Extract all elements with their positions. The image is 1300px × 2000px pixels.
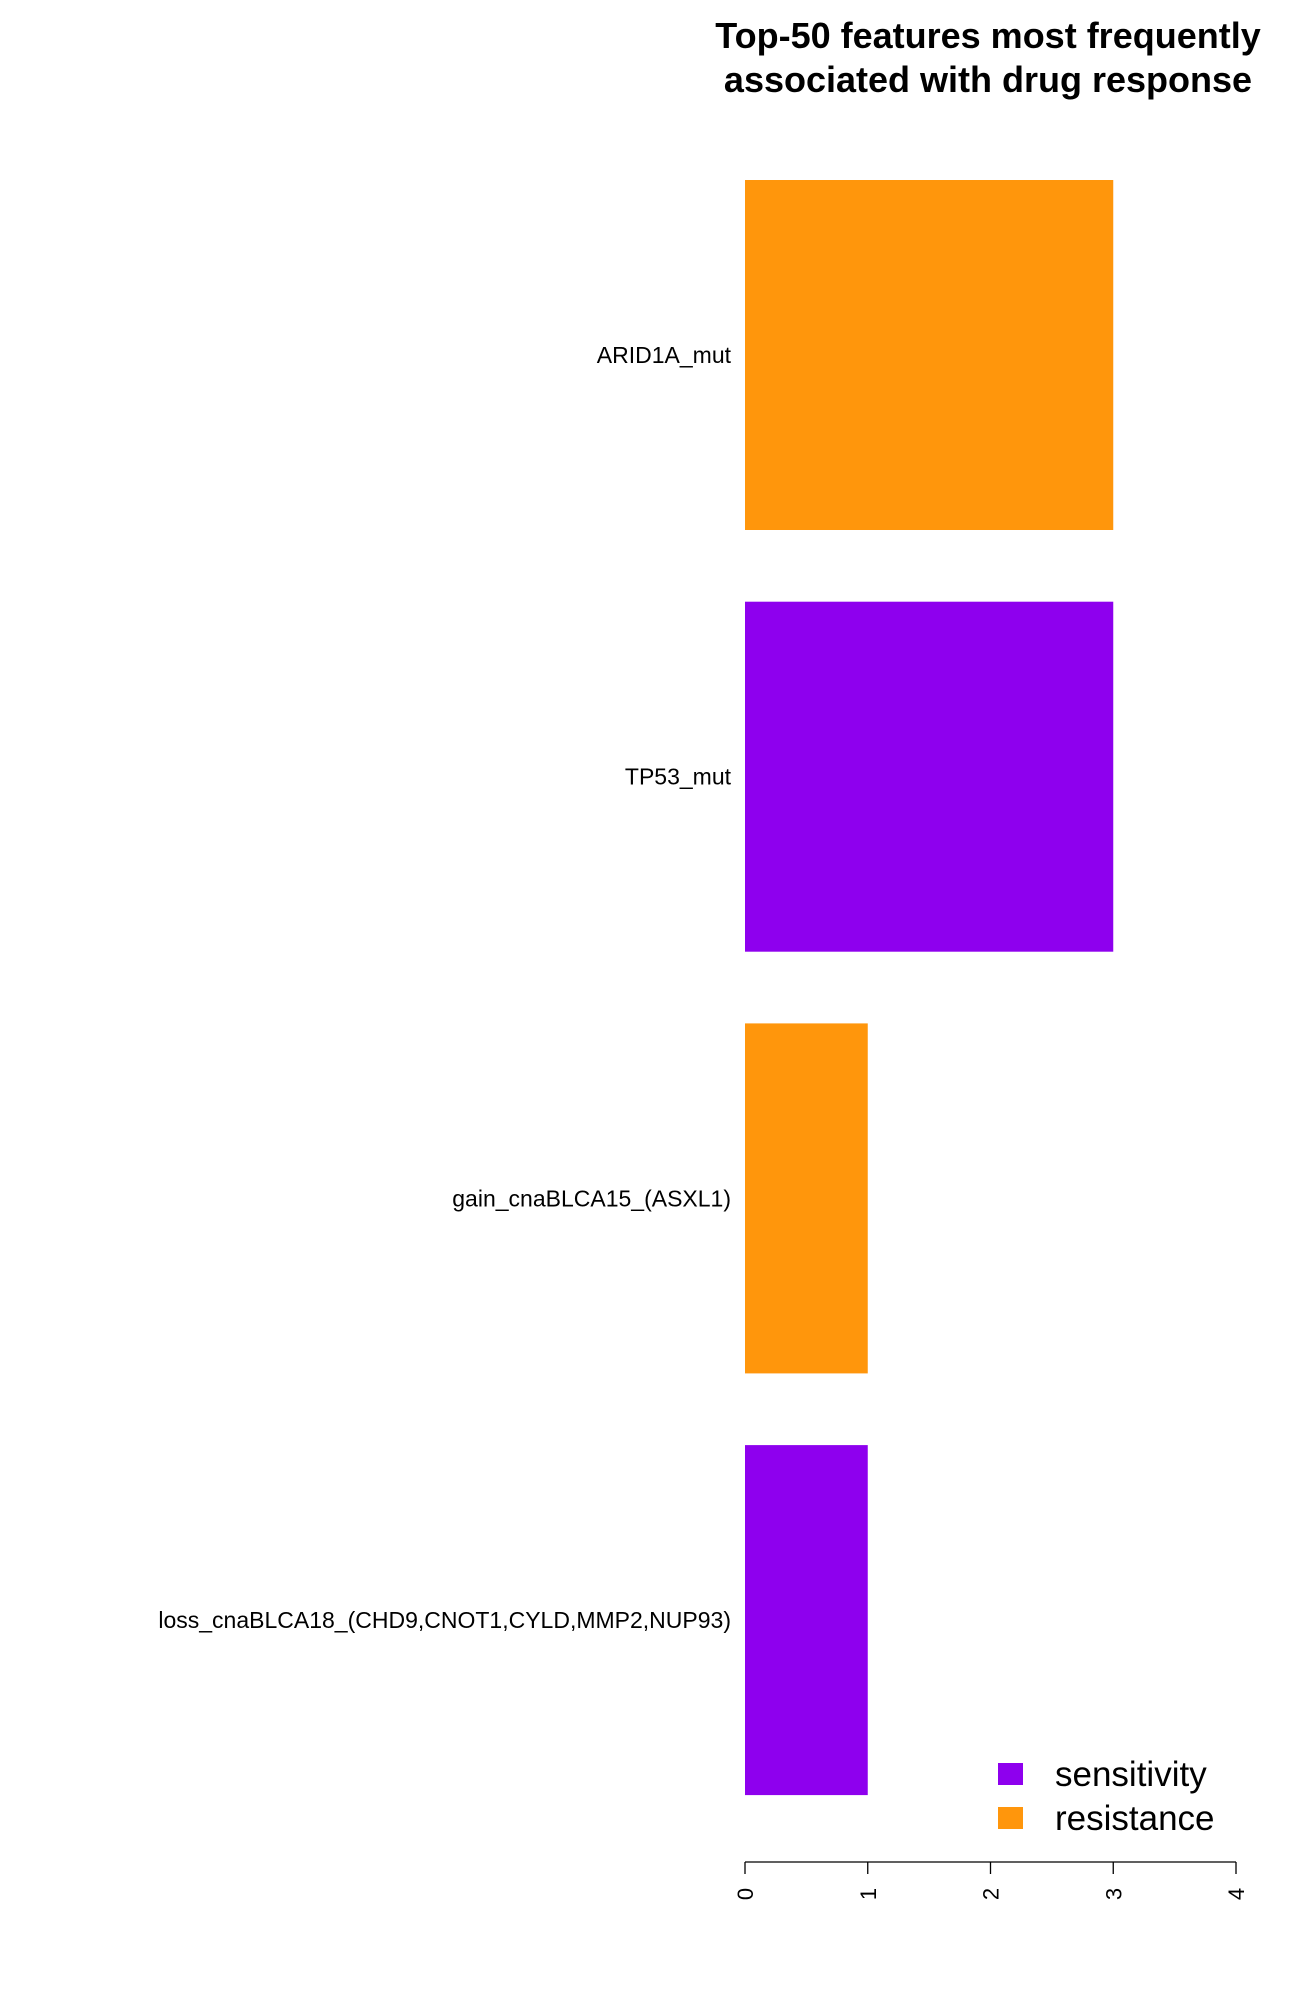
x-tick-label-3: 3 bbox=[1101, 1888, 1126, 1900]
category-labels: ARID1A_mut TP53_mut gain_cnaBLCA15_(ASXL1)… bbox=[158, 342, 731, 1633]
bar-1 bbox=[745, 601, 1114, 952]
x-tick-label-1: 1 bbox=[856, 1888, 881, 1900]
category-label-1: TP53_mut bbox=[625, 764, 732, 790]
x-axis: 0 1 2 3 4 bbox=[733, 1861, 1249, 1900]
bar-0 bbox=[745, 180, 1114, 530]
category-label-2: gain_cnaBLCA15_(ASXL1) bbox=[452, 1185, 731, 1211]
legend: sensitivity resistance bbox=[998, 1755, 1215, 1838]
legend-label-sensitivity: sensitivity bbox=[1055, 1755, 1207, 1794]
x-tick-label-0: 0 bbox=[733, 1888, 758, 1900]
chart-title: Top-50 features most frequently associat… bbox=[715, 15, 1260, 100]
legend-label-resistance: resistance bbox=[1055, 1799, 1215, 1838]
category-label-3: loss_cnaBLCA18_(CHD9,CNOT1,CYLD,MMP2,NUP… bbox=[158, 1607, 731, 1633]
bars-group bbox=[745, 180, 1114, 1796]
x-tick-label-4: 4 bbox=[1224, 1888, 1249, 1900]
legend-swatch-sensitivity bbox=[998, 1763, 1023, 1785]
legend-swatch-resistance bbox=[998, 1807, 1023, 1829]
category-label-0: ARID1A_mut bbox=[597, 342, 732, 368]
bar-3 bbox=[745, 1445, 868, 1796]
chart-title-line-1: Top-50 features most frequently bbox=[715, 15, 1260, 56]
bar-2 bbox=[745, 1023, 868, 1374]
x-tick-label-2: 2 bbox=[979, 1888, 1004, 1900]
chart-title-line-2: associated with drug response bbox=[724, 59, 1252, 100]
